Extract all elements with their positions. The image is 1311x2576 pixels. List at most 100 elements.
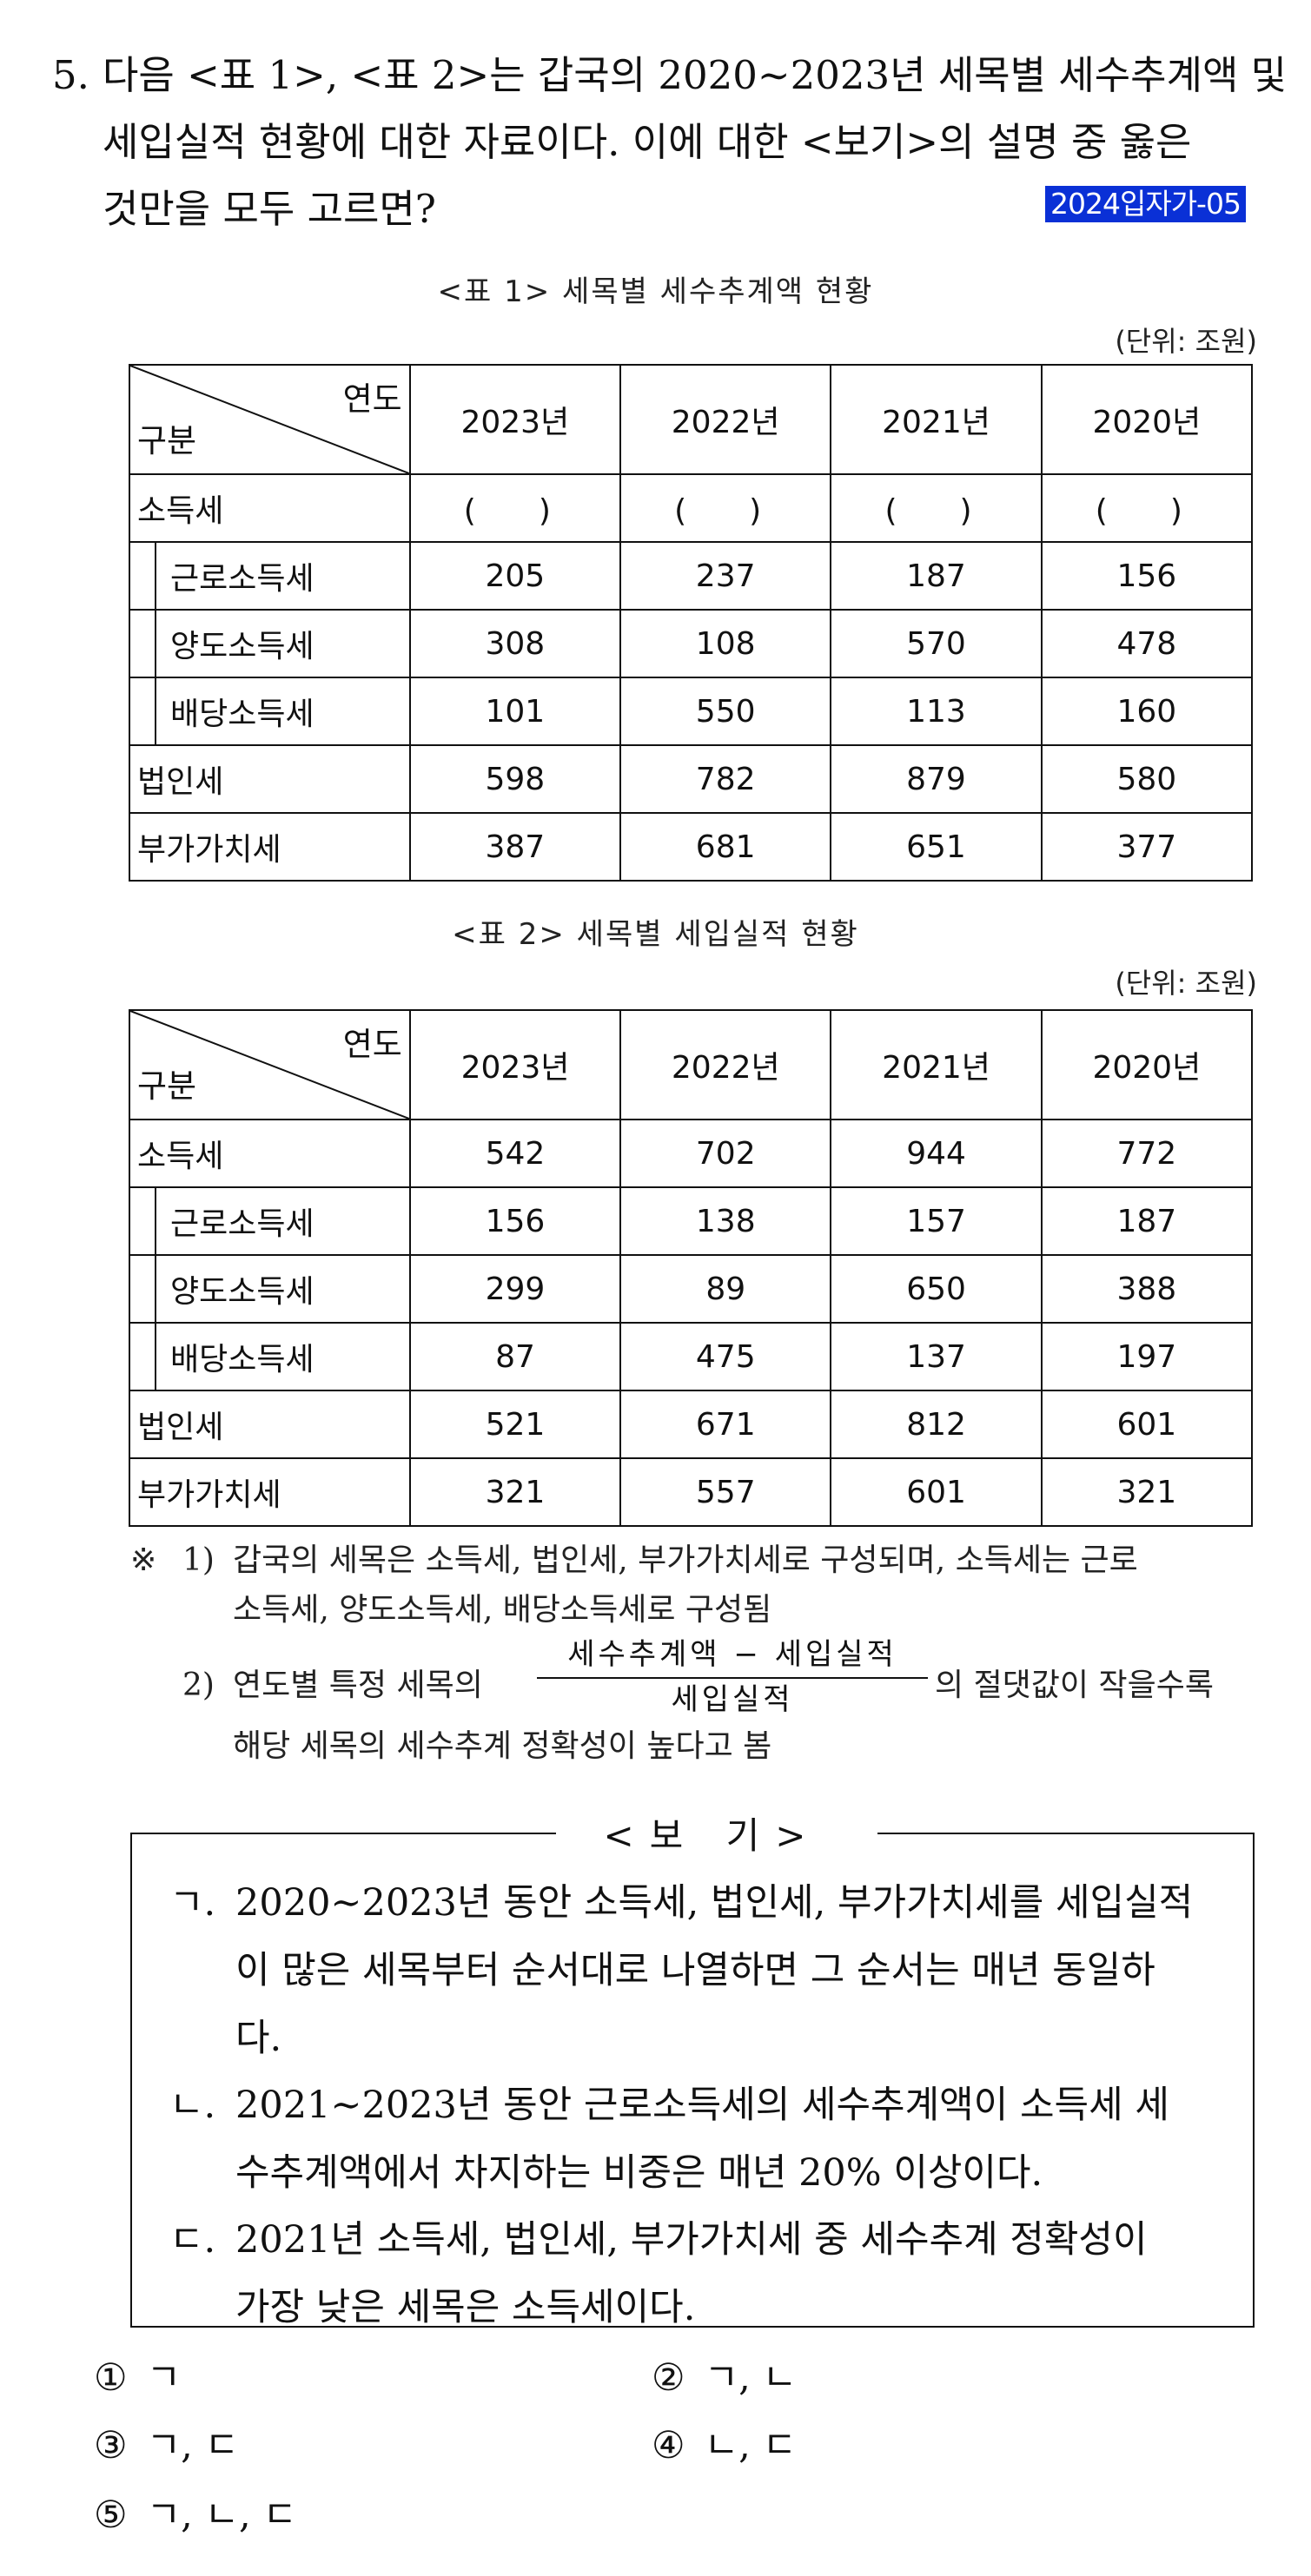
row-label: 법인세	[137, 1410, 224, 1445]
table-cell: 475	[619, 1322, 832, 1391]
table-cell: 702	[619, 1119, 832, 1188]
note2-suffix: 의 절댓값이 작을수록	[935, 1668, 1214, 1703]
table-cell: 101	[408, 677, 622, 746]
table-cell: 671	[619, 1390, 832, 1459]
row-label: 부가가치세	[137, 1477, 281, 1513]
bogi-item-line: 이 많은 세목부터 순서대로 나열하면 그 순서는 매년 동일하	[235, 1949, 1155, 1992]
table-cell: 113	[830, 677, 1043, 746]
row-label: 양도소득세	[170, 629, 315, 664]
table-cell: 782	[619, 744, 832, 814]
table-cell: 521	[408, 1390, 622, 1459]
table-cell: 542	[408, 1119, 622, 1188]
table-cell: 580	[1040, 744, 1254, 814]
table-cell: 321	[408, 1457, 622, 1527]
bogi-item-line: 2020∼2023년 동안 소득세, 법인세, 부가가치세를 세입실적	[235, 1881, 1194, 1925]
row-label-cell: 배당소득세	[129, 677, 411, 746]
table-row: 법인세 521 671 812 601	[129, 1390, 1254, 1459]
table-cell: 944	[830, 1119, 1043, 1188]
table-cell: ( )	[619, 473, 832, 543]
bogi-item-marker: ㄷ.	[169, 2218, 216, 2262]
table2-corner-category: 구분	[137, 1067, 197, 1105]
indent-bracket	[155, 543, 156, 609]
answer-option[interactable]: ② ㄱ, ㄴ	[652, 2352, 797, 2404]
note2-fraction: 세수추계액 − 세입실적 세입실적	[537, 1635, 928, 1719]
table-cell: 387	[408, 812, 622, 882]
answer-option[interactable]: ⑤ ㄱ, ㄴ, ㄷ	[94, 2489, 297, 2541]
table2-corner-cell: 연도 구분	[129, 1009, 411, 1120]
bogi-item-line: 다.	[235, 2017, 282, 2060]
table-cell: 601	[830, 1457, 1043, 1527]
question-line-3: 것만을 모두 고르면?	[103, 186, 436, 232]
bogi-item-marker: ㄴ.	[169, 2084, 216, 2127]
table-cell: 87	[408, 1322, 622, 1391]
table-cell: 89	[619, 1254, 832, 1324]
table-cell: 377	[1040, 812, 1254, 882]
table-row: 소득세( )( )( )( )	[129, 473, 1254, 543]
table-cell: 205	[408, 541, 622, 611]
table-cell: 550	[619, 677, 832, 746]
indent-bracket	[155, 1256, 156, 1322]
table-cell: 601	[1040, 1390, 1254, 1459]
table-cell: 651	[830, 812, 1043, 882]
option-number: ③	[94, 2424, 128, 2467]
option-number: ①	[94, 2356, 128, 2400]
table-cell: 237	[619, 541, 832, 611]
indent-bracket	[155, 1324, 156, 1390]
table2-year-header: 2022년	[619, 1009, 832, 1120]
row-label: 근로소득세	[170, 1206, 315, 1242]
table-row: 양도소득세 299 89 650 388	[129, 1254, 1254, 1324]
bogi-title: <보 기>	[603, 1814, 822, 1857]
question-line-1: 다음 <표 1>, <표 2>는 갑국의 2020∼2023년 세목별 세수추계…	[103, 52, 1288, 98]
question-number: 5.	[52, 52, 89, 98]
bogi-top-border	[130, 1833, 1253, 1834]
table-row: 부가가치세 387 681 651 377	[129, 812, 1254, 882]
table-cell: 681	[619, 812, 832, 882]
row-label: 배당소득세	[170, 1342, 315, 1377]
table1-corner-cell: 연도 구분	[129, 364, 411, 475]
table-row: 근로소득세 205 237 187 156	[129, 541, 1254, 611]
fraction-denominator: 세입실적	[671, 1682, 794, 1717]
question-line-2: 세입실적 현황에 대한 자료이다. 이에 대한 <보기>의 설명 중 옳은	[103, 119, 1192, 165]
table-cell: 156	[408, 1186, 622, 1256]
table-cell: 156	[1040, 541, 1254, 611]
table1-year-header: 2022년	[619, 364, 832, 475]
row-label-cell: 법인세	[129, 744, 411, 814]
table2-corner-year: 연도	[342, 1026, 402, 1063]
table-cell: 388	[1040, 1254, 1254, 1324]
table-cell: 160	[1040, 677, 1254, 746]
table2-year-header: 2020년	[1040, 1009, 1254, 1120]
bogi-item-line: 수추계액에서 차지하는 비중은 매년 20% 이상이다.	[235, 2151, 1043, 2195]
table-row: 배당소득세 101 550 113 160	[129, 677, 1254, 746]
table-cell: 650	[830, 1254, 1043, 1324]
table-cell: 108	[619, 609, 832, 678]
table-row: 부가가치세 321 557 601 321	[129, 1457, 1254, 1527]
table-row: 법인세 598 782 879 580	[129, 744, 1254, 814]
bogi-item-line: 가장 낮은 세목은 소득세이다.	[235, 2286, 696, 2329]
option-text: ㄱ	[146, 2356, 182, 2400]
table-cell: ( )	[1040, 473, 1254, 543]
table1-year-header: 2020년	[1040, 364, 1254, 475]
table-cell: 197	[1040, 1322, 1254, 1391]
row-label-cell: 소득세	[129, 1119, 411, 1188]
note2-line2: 해당 세목의 세수추계 정확성이 높다고 봄	[233, 1728, 772, 1764]
table1-year-header: 2023년	[408, 364, 622, 475]
fraction-bar	[537, 1677, 928, 1679]
row-label-cell: 근로소득세	[129, 541, 411, 611]
answer-option[interactable]: ④ ㄴ, ㄷ	[652, 2420, 797, 2472]
table-cell: 308	[408, 609, 622, 678]
table1: 연도 구분 2023년 2022년 2021년 2020년 소득세( )( )(…	[129, 364, 1254, 882]
bogi-item-line: 2021년 소득세, 법인세, 부가가치세 중 세수추계 정확성이	[235, 2218, 1148, 2262]
note-mark: ※	[130, 1542, 157, 1578]
row-label: 소득세	[137, 493, 224, 529]
table-row: 양도소득세 308 108 570 478	[129, 609, 1254, 678]
answer-option[interactable]: ③ ㄱ, ㄷ	[94, 2420, 239, 2472]
table2: 연도 구분 2023년 2022년 2021년 2020년 소득세 542 702 9…	[129, 1009, 1254, 1527]
note1-line1: 갑국의 세목은 소득세, 법인세, 부가가치세로 구성되며, 소득세는 근로	[233, 1542, 1138, 1578]
bogi-item-line: 2021∼2023년 동안 근로소득세의 세수추계액이 소득세 세	[235, 2084, 1169, 2127]
row-label: 부가가치세	[137, 832, 281, 868]
source-tag: 2024입자가-05	[1045, 186, 1246, 222]
table-cell: ( )	[830, 473, 1043, 543]
row-label-cell: 부가가치세	[129, 1457, 411, 1527]
table-cell: 879	[830, 744, 1043, 814]
